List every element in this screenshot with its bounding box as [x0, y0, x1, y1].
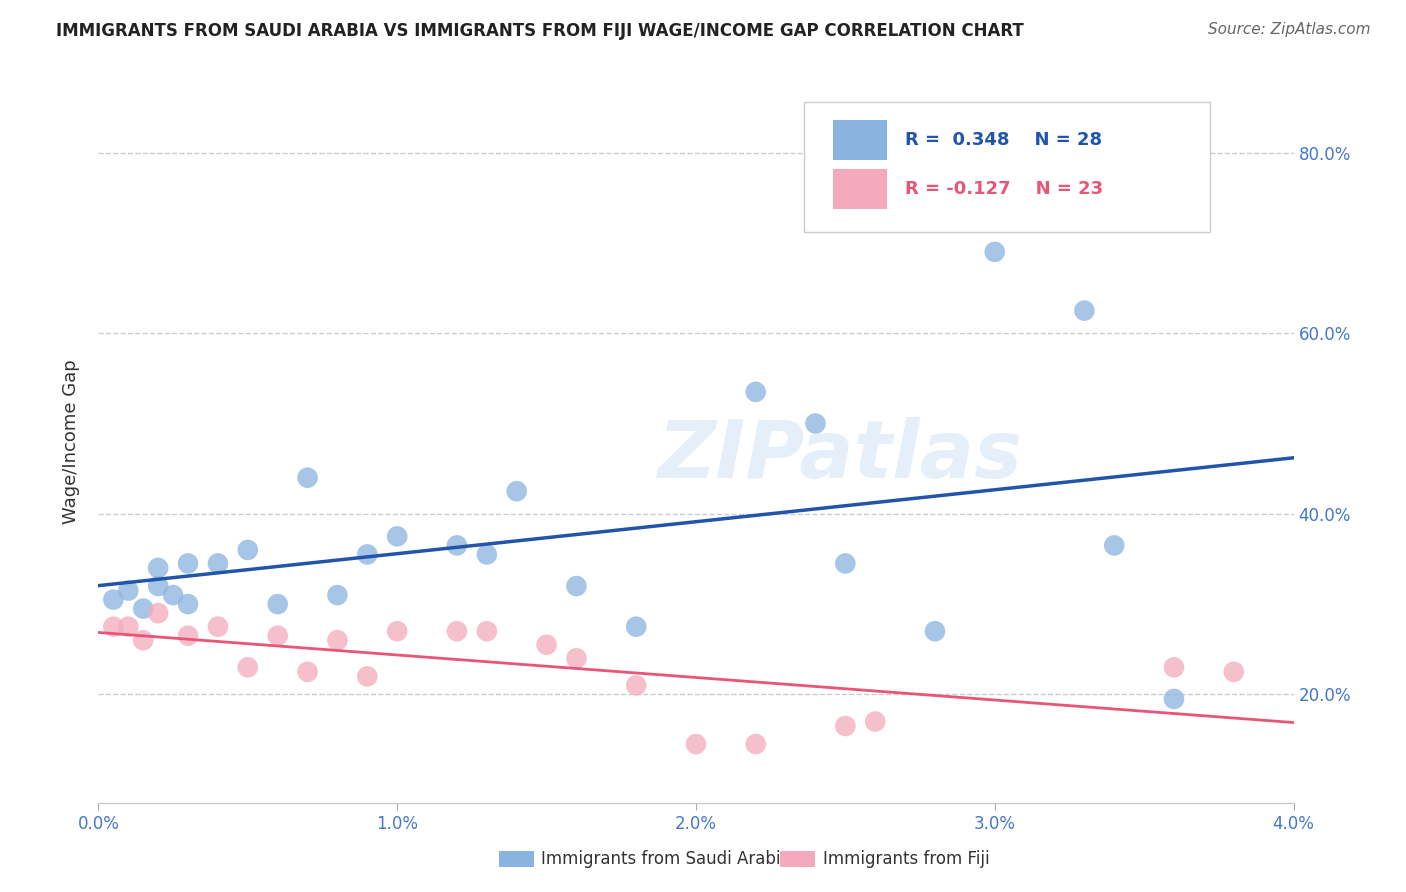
Point — [385, 624, 409, 639]
Point — [565, 579, 588, 593]
Point — [132, 601, 155, 615]
Point — [207, 557, 229, 571]
Bar — [834, 120, 887, 160]
Y-axis label: Wage/Income Gap: Wage/Income Gap — [62, 359, 80, 524]
Point — [297, 665, 319, 679]
Text: Immigrants from Fiji: Immigrants from Fiji — [823, 850, 990, 868]
Point — [475, 624, 498, 639]
Point — [326, 633, 349, 648]
Point — [177, 597, 200, 611]
Point — [834, 719, 856, 733]
Point — [148, 606, 170, 620]
Point — [506, 484, 529, 499]
Point — [446, 624, 468, 639]
Point — [236, 660, 259, 674]
Point — [865, 714, 887, 729]
Point — [1163, 692, 1185, 706]
Point — [132, 633, 155, 648]
Text: Immigrants from Saudi Arabia: Immigrants from Saudi Arabia — [541, 850, 792, 868]
Point — [162, 588, 184, 602]
Point — [804, 417, 827, 431]
Point — [267, 597, 290, 611]
Text: Source: ZipAtlas.com: Source: ZipAtlas.com — [1208, 22, 1371, 37]
Point — [326, 588, 349, 602]
Point — [1163, 660, 1185, 674]
Text: ZIPatlas: ZIPatlas — [657, 417, 1022, 495]
Text: R =  0.348    N = 28: R = 0.348 N = 28 — [905, 130, 1102, 149]
Point — [984, 244, 1007, 259]
Point — [475, 548, 498, 562]
Point — [103, 620, 125, 634]
Point — [177, 557, 200, 571]
Point — [685, 737, 707, 751]
Point — [297, 471, 319, 485]
Point — [1104, 538, 1126, 552]
Point — [565, 651, 588, 665]
Point — [385, 529, 409, 543]
Point — [148, 579, 170, 593]
Text: R = -0.127    N = 23: R = -0.127 N = 23 — [905, 179, 1104, 198]
Point — [117, 620, 139, 634]
Point — [1073, 303, 1095, 318]
Point — [745, 737, 768, 751]
Point — [626, 678, 648, 692]
Point — [148, 561, 170, 575]
Point — [267, 629, 290, 643]
Point — [356, 548, 378, 562]
Point — [626, 620, 648, 634]
FancyBboxPatch shape — [804, 102, 1209, 232]
Point — [834, 557, 856, 571]
Point — [1223, 665, 1246, 679]
Point — [103, 592, 125, 607]
Point — [924, 624, 946, 639]
Bar — [834, 169, 887, 209]
Text: IMMIGRANTS FROM SAUDI ARABIA VS IMMIGRANTS FROM FIJI WAGE/INCOME GAP CORRELATION: IMMIGRANTS FROM SAUDI ARABIA VS IMMIGRAN… — [56, 22, 1024, 40]
Point — [745, 384, 768, 399]
Point — [117, 583, 139, 598]
Point — [236, 542, 259, 557]
Point — [177, 629, 200, 643]
Point — [356, 669, 378, 683]
Point — [536, 638, 558, 652]
Point — [207, 620, 229, 634]
Point — [446, 538, 468, 552]
